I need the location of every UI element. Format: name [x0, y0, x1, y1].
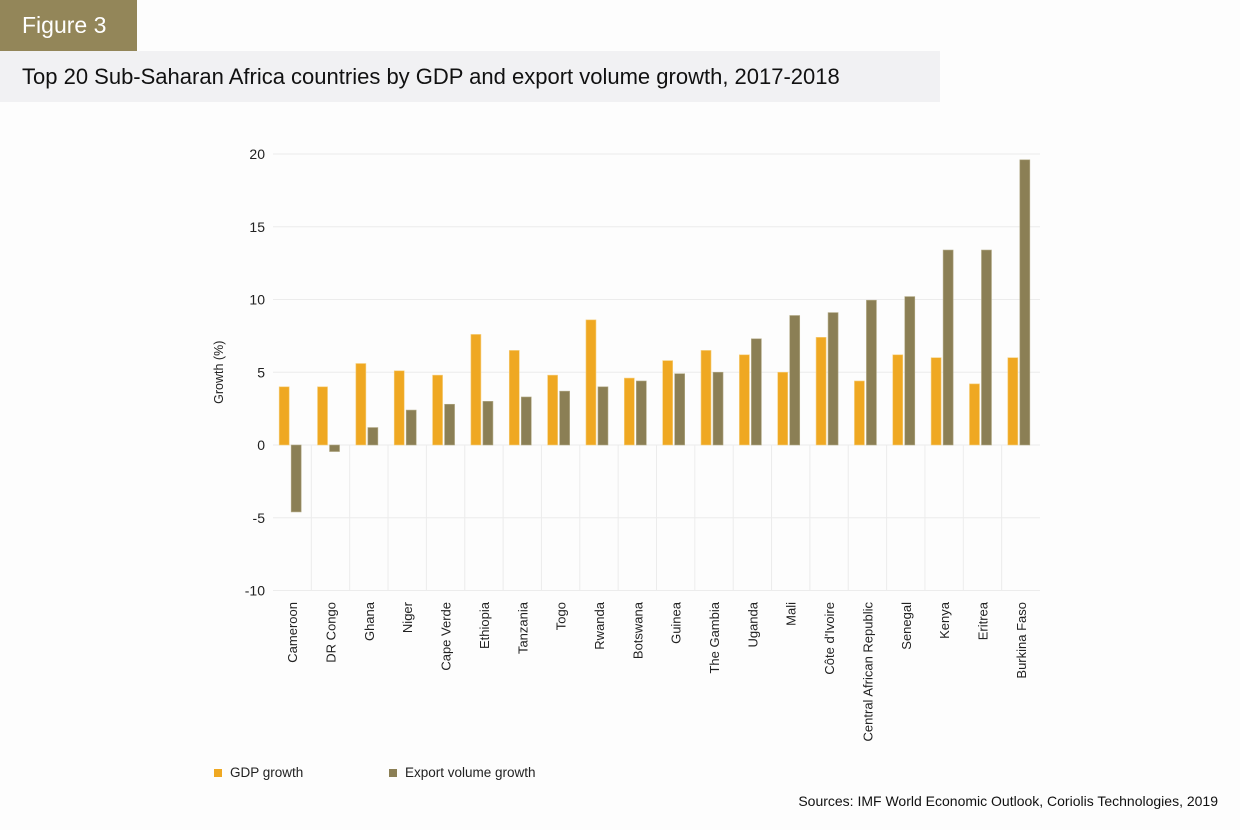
x-tick-label: Rwanda — [592, 601, 607, 649]
x-tick-label: Ghana — [362, 601, 377, 641]
x-tick-label: Burkina Faso — [1014, 602, 1029, 679]
title-band: Top 20 Sub-Saharan Africa countries by G… — [0, 51, 940, 102]
y-tick-label: 10 — [249, 292, 265, 308]
bar-export — [942, 249, 954, 446]
bar-gdp — [547, 374, 558, 446]
bar-gdp — [432, 374, 443, 446]
x-tick-label: Cape Verde — [439, 602, 454, 671]
bar-export — [367, 427, 379, 446]
bar-gdp — [355, 363, 367, 446]
source-note: Sources: IMF World Economic Outlook, Cor… — [798, 793, 1218, 809]
bar-export — [636, 380, 647, 446]
bar-export — [405, 409, 417, 446]
x-tick-label: Botswana — [630, 601, 645, 659]
y-axis-label: Growth (%) — [212, 341, 226, 404]
x-tick-label: Ethiopia — [477, 601, 492, 649]
x-tick-label: Uganda — [745, 601, 760, 647]
legend-label-export: Export volume growth — [405, 765, 536, 780]
x-tick-label: Guinea — [669, 601, 684, 644]
bar-export — [444, 403, 455, 446]
x-tick-label: Kenya — [937, 601, 952, 639]
bar-gdp — [508, 350, 520, 446]
legend-label-gdp: GDP growth — [230, 765, 304, 780]
bar-export — [482, 401, 494, 446]
bar-export — [559, 390, 570, 446]
bar-gdp — [1007, 357, 1019, 446]
bar-export — [827, 312, 839, 446]
bar-gdp — [662, 360, 673, 446]
bar-gdp — [624, 377, 635, 446]
bar-export — [520, 396, 532, 446]
x-tick-label: Côte d'Ivoire — [822, 602, 837, 675]
bar-gdp — [892, 354, 904, 446]
bar-export — [674, 373, 685, 446]
bar-export — [866, 299, 877, 446]
bar-export — [751, 338, 762, 446]
bar-gdp — [393, 370, 405, 446]
x-tick-label: The Gambia — [707, 601, 722, 673]
legend-swatch-export — [389, 768, 397, 777]
x-tick-label: Tanzania — [515, 601, 530, 654]
y-tick-label: -10 — [245, 583, 265, 599]
bar-gdp — [470, 334, 482, 446]
bar-gdp — [930, 357, 942, 446]
bar-export — [904, 296, 916, 446]
x-tick-label: Togo — [554, 602, 569, 630]
x-tick-label: Cameroon — [285, 602, 300, 663]
bar-gdp — [777, 371, 789, 446]
x-tick-label: Central African Republic — [860, 602, 875, 742]
bar-export — [1019, 159, 1031, 446]
bar-gdp — [585, 319, 597, 446]
y-tick-label: -5 — [253, 510, 266, 526]
x-tick-label: Niger — [400, 601, 415, 633]
y-tick-label: 5 — [257, 364, 265, 380]
bar-export — [712, 371, 724, 446]
y-tick-label: 15 — [249, 219, 265, 235]
legend-swatch-gdp — [214, 768, 222, 777]
bar-gdp — [317, 386, 328, 446]
bar-gdp — [739, 354, 750, 446]
x-tick-label: Eritrea — [975, 601, 990, 640]
bar-gdp — [854, 380, 865, 446]
x-tick-label: Senegal — [899, 602, 914, 650]
y-tick-label: 20 — [249, 146, 265, 162]
figure-label: Figure 3 — [0, 0, 137, 51]
bar-gdp — [700, 350, 712, 446]
bar-gdp — [278, 386, 290, 446]
y-tick-label: 0 — [257, 437, 265, 453]
bar-export — [329, 444, 340, 452]
x-tick-label: Mali — [784, 602, 799, 626]
bar-gdp — [969, 383, 980, 446]
bar-gdp — [815, 337, 827, 446]
legend-item-export: Export volume growth — [389, 765, 536, 780]
bar-export — [789, 315, 801, 446]
bar-export — [981, 249, 992, 446]
bar-export — [597, 386, 609, 446]
legend-item-gdp: GDP growth — [214, 765, 303, 780]
chart-title: Top 20 Sub-Saharan Africa countries by G… — [22, 64, 840, 89]
bar-export — [290, 444, 302, 513]
x-tick-label: DR Congo — [324, 602, 339, 663]
